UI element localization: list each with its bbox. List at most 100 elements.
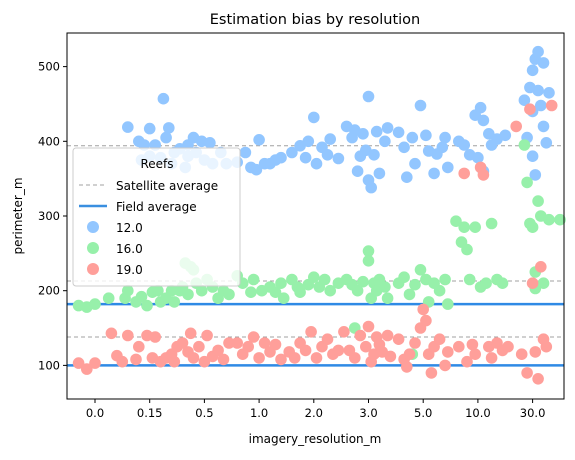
- data-point: [540, 340, 553, 353]
- data-point: [269, 338, 282, 351]
- data-point: [365, 181, 378, 194]
- data-point: [469, 221, 482, 233]
- data-point: [288, 352, 301, 364]
- data-point: [469, 348, 482, 361]
- data-point: [239, 146, 252, 159]
- data-point: [321, 333, 334, 346]
- data-point: [543, 87, 555, 99]
- data-point: [195, 284, 208, 297]
- data-point: [532, 195, 544, 207]
- data-point: [403, 288, 416, 301]
- data-point: [384, 350, 397, 363]
- data-point: [116, 355, 129, 368]
- data-point: [354, 329, 367, 342]
- data-point: [535, 261, 547, 273]
- data-point: [526, 221, 539, 233]
- data-point: [436, 141, 449, 154]
- data-point: [362, 320, 375, 333]
- legend-satellite-label: Satellite average: [116, 179, 218, 193]
- data-point: [193, 340, 205, 353]
- data-point: [398, 141, 410, 154]
- data-point: [409, 157, 421, 170]
- data-point: [250, 163, 263, 176]
- data-point: [362, 245, 375, 257]
- data-point: [130, 353, 142, 366]
- data-point: [89, 298, 101, 310]
- data-point: [72, 357, 85, 369]
- data-point: [392, 126, 405, 139]
- data-point: [381, 292, 394, 305]
- data-point: [518, 94, 531, 106]
- data-point: [231, 337, 243, 349]
- data-point: [321, 149, 334, 161]
- data-point: [379, 135, 391, 148]
- data-point: [102, 292, 115, 305]
- data-point: [242, 340, 254, 353]
- x-tick-label: 0.0: [86, 406, 104, 420]
- data-point: [157, 92, 170, 105]
- data-point: [338, 326, 350, 338]
- data-point: [403, 348, 416, 361]
- data-point: [163, 122, 175, 134]
- x-tick-label: 0.15: [137, 406, 163, 420]
- y-tick-label: 500: [38, 60, 60, 74]
- data-point: [420, 129, 432, 142]
- data-point: [299, 151, 312, 164]
- data-point: [223, 288, 235, 301]
- data-point: [420, 314, 432, 327]
- axes: 0.0 0.15 0.5 1.0 2.0 3.0 5.0 10.0 30.0 100 200 300 4…: [38, 32, 565, 420]
- data-point: [524, 103, 536, 115]
- data-point: [485, 217, 498, 230]
- data-point: [535, 99, 547, 112]
- data-point: [277, 292, 290, 305]
- legend-title: Reefs: [140, 157, 173, 171]
- data-point: [529, 169, 542, 181]
- x-tick-label: 30.0: [520, 406, 546, 420]
- legend-marker-16: [87, 242, 99, 254]
- data-point: [351, 165, 364, 177]
- data-point: [308, 111, 320, 124]
- data-point: [258, 337, 271, 349]
- legend-series-12: 12.0: [116, 221, 143, 235]
- data-point: [401, 171, 413, 183]
- x-tick-label: 5.0: [414, 406, 432, 420]
- data-point: [510, 120, 522, 133]
- data-point: [433, 333, 446, 346]
- data-point: [417, 303, 430, 316]
- data-point: [477, 169, 490, 181]
- data-point: [286, 146, 298, 159]
- data-point: [143, 122, 156, 135]
- data-point: [310, 352, 323, 364]
- x-tick-label: 10.0: [465, 406, 491, 420]
- data-point: [401, 361, 413, 373]
- data-point: [318, 273, 331, 286]
- data-point: [433, 284, 446, 297]
- data-point: [425, 367, 438, 379]
- y-tick-label: 300: [38, 209, 60, 223]
- data-point: [362, 254, 375, 267]
- data-point: [351, 284, 364, 297]
- data-point: [357, 128, 369, 140]
- x-tick-label: 1.0: [250, 406, 268, 420]
- legend-field-label: Field average: [116, 200, 197, 214]
- data-point: [442, 161, 454, 174]
- legend-series-19: 19.0: [116, 263, 143, 277]
- data-point: [253, 352, 265, 364]
- data-point: [184, 327, 197, 340]
- data-point: [105, 327, 118, 340]
- data-point: [247, 273, 260, 286]
- data-point: [398, 271, 410, 284]
- data-point: [532, 84, 544, 97]
- data-point: [275, 151, 287, 164]
- data-point: [294, 286, 306, 299]
- data-point: [324, 133, 337, 145]
- data-point: [253, 134, 265, 146]
- data-point: [269, 286, 282, 299]
- data-point: [472, 151, 484, 164]
- y-tick-label: 200: [38, 284, 60, 298]
- data-point: [461, 243, 473, 256]
- data-point: [204, 137, 216, 149]
- data-point: [458, 167, 471, 180]
- data-point: [466, 338, 479, 351]
